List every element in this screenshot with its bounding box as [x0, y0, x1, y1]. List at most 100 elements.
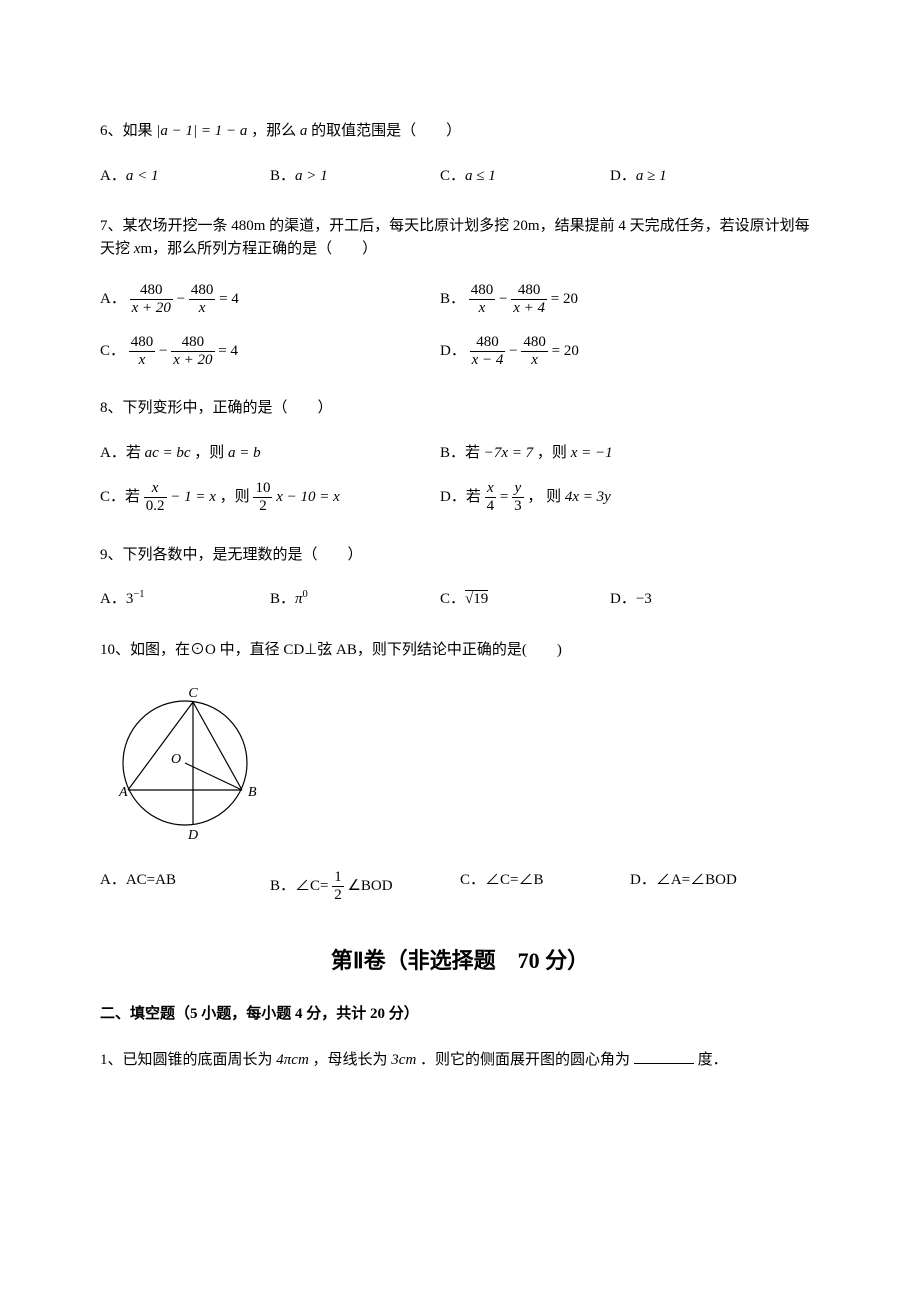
den: 3: [512, 498, 524, 515]
question-10: 10、如图，在⊙O 中，直径 CD⊥弦 AB，则下列结论中正确的是( ) C O…: [100, 639, 820, 905]
q8-opt-b: B．若 −7x = 7 ，则 x = −1: [440, 442, 613, 465]
q9-opt-c: C．√19: [440, 588, 610, 611]
mid1: − 1 = x: [170, 489, 216, 505]
q7-opt-d: D． 480x − 4 − 480x = 20: [440, 334, 579, 370]
fill-question-1: 1、已知圆锥的底面周长为 4πcm ，母线长为 3cm ．则它的侧面展开图的圆心…: [100, 1048, 820, 1072]
den: x: [469, 300, 496, 317]
circle-diagram-svg: C O A B D: [100, 683, 275, 843]
q8-stem: 8、下列变形中，正确的是（ ）: [100, 397, 820, 420]
opt-label: D．: [440, 343, 466, 359]
num: y: [512, 480, 524, 498]
q6-stem: 6、如果 |a − 1| = 1 − a ，那么 a 的取值范围是（ ）: [100, 120, 820, 143]
m2: a = b: [228, 445, 261, 461]
q7-text2: m，那么所列方程正确的是（ ）: [140, 241, 377, 257]
sqrt: √19: [465, 590, 488, 607]
rhs: 20: [564, 343, 579, 359]
mid: ，则: [533, 445, 571, 461]
frac: 480x: [189, 282, 216, 318]
opt-math: a < 1: [126, 168, 159, 184]
opt-math: a > 1: [295, 168, 328, 184]
q8-row1: A．若 ac = bc ，则 a = b B．若 −7x = 7 ，则 x = …: [100, 442, 820, 465]
q10-figure: C O A B D: [100, 683, 820, 851]
num: 480: [521, 334, 548, 352]
opt-label: A．: [100, 168, 126, 184]
q6-options: A．a < 1 B．a > 1 C．a ≤ 1 D．a ≥ 1: [100, 165, 820, 188]
num: 480: [470, 334, 506, 352]
opt-math: a ≥ 1: [636, 168, 667, 184]
fill-blank[interactable]: [634, 1048, 694, 1064]
q1-post2: 度．: [698, 1052, 728, 1068]
eq: =: [219, 291, 231, 307]
q10-opt-d: D．∠A=∠BOD: [630, 869, 737, 905]
num: 480: [130, 282, 173, 300]
q6-opt-c: C．a ≤ 1: [440, 165, 610, 188]
q7-opt-a: A． 480x + 20 − 480x = 4: [100, 282, 440, 318]
frac: x4: [485, 480, 497, 516]
opt-label: D．若: [440, 489, 485, 505]
num: x: [485, 480, 497, 498]
q1-post1: ．则它的侧面展开图的圆心角为: [420, 1052, 630, 1068]
num: 480: [469, 282, 496, 300]
q10-stem: 10、如图，在⊙O 中，直径 CD⊥弦 AB，则下列结论中正确的是( ): [100, 639, 820, 662]
den: 4: [485, 498, 497, 515]
question-8: 8、下列变形中，正确的是（ ） A．若 ac = bc ，则 a = b B．若…: [100, 397, 820, 516]
label-c: C: [188, 686, 198, 701]
den: x − 4: [470, 352, 506, 369]
q10-options: A．AC=AB B．∠C= 12 ∠BOD C．∠C=∠B D．∠A=∠BOD: [100, 869, 820, 905]
q6-var: a: [300, 123, 308, 139]
q9-stem: 9、下列各数中，是无理数的是（ ）: [100, 544, 820, 567]
opt-label: D．: [610, 168, 636, 184]
minus: −: [177, 291, 189, 307]
num: 10: [253, 480, 272, 498]
frac: 480x: [469, 282, 496, 318]
q6-text-mid: ，那么: [251, 123, 296, 139]
eq: =: [500, 489, 512, 505]
opt-label: A．若: [100, 445, 145, 461]
opt-label: C．: [440, 168, 465, 184]
q9-options: A．3−1 B．π0 C．√19 D．−3: [100, 588, 820, 611]
mid2: ，则: [220, 489, 254, 505]
frac: 102: [253, 480, 272, 516]
opt-label: B．: [270, 591, 295, 607]
label-a: A: [118, 785, 128, 800]
q7-opt-c: C． 480x − 480x + 20 = 4: [100, 334, 440, 370]
den: 0.2: [144, 498, 167, 515]
minus: −: [509, 343, 521, 359]
line-bc: [193, 702, 242, 790]
frac: y3: [512, 480, 524, 516]
opt-label: A．: [100, 291, 126, 307]
frac: 480x + 4: [511, 282, 547, 318]
eq: =: [218, 343, 230, 359]
question-6: 6、如果 |a − 1| = 1 − a ，那么 a 的取值范围是（ ） A．a…: [100, 120, 820, 187]
q8-row2: C．若 x0.2 − 1 = x ，则 102 x − 10 = x D．若 x…: [100, 480, 820, 516]
exam-page: 6、如果 |a − 1| = 1 − a ，那么 a 的取值范围是（ ） A．a…: [0, 0, 920, 1159]
post: x − 10 = x: [276, 489, 340, 505]
q7-row1: A． 480x + 20 − 480x = 4 B． 480x − 480x +…: [100, 282, 820, 318]
rhs: 4: [231, 291, 239, 307]
q9-opt-a: A．3−1: [100, 588, 270, 611]
den: x: [189, 300, 216, 317]
opt-label: B．∠C=: [270, 878, 328, 894]
m1: ac = bc: [145, 445, 191, 461]
q1-mid: ，母线长为: [313, 1052, 388, 1068]
eq: =: [552, 343, 564, 359]
opt-label: B．若: [440, 445, 484, 461]
label-d: D: [187, 828, 198, 843]
q10-opt-a: A．AC=AB: [100, 869, 270, 905]
post: 4x = 3y: [565, 489, 611, 505]
opt-label: A．: [100, 591, 126, 607]
q6-opt-d: D．a ≥ 1: [610, 165, 667, 188]
opt-label: C．: [100, 343, 125, 359]
num: 480: [129, 334, 156, 352]
opt-math: a ≤ 1: [465, 168, 496, 184]
q6-opt-a: A．a < 1: [100, 165, 270, 188]
q1-pre: 1、已知圆锥的底面周长为: [100, 1052, 273, 1068]
sup: 0: [303, 589, 308, 600]
q7-stem: 7、某农场开挖一条 480m 的渠道，开工后，每天比原计划多挖 20m，结果提前…: [100, 215, 820, 260]
num: 480: [189, 282, 216, 300]
frac: 480x: [129, 334, 156, 370]
num: 1: [332, 869, 344, 887]
q1-m1: 4πcm: [276, 1052, 309, 1068]
opt-label: B．: [440, 291, 465, 307]
eq: =: [551, 291, 563, 307]
